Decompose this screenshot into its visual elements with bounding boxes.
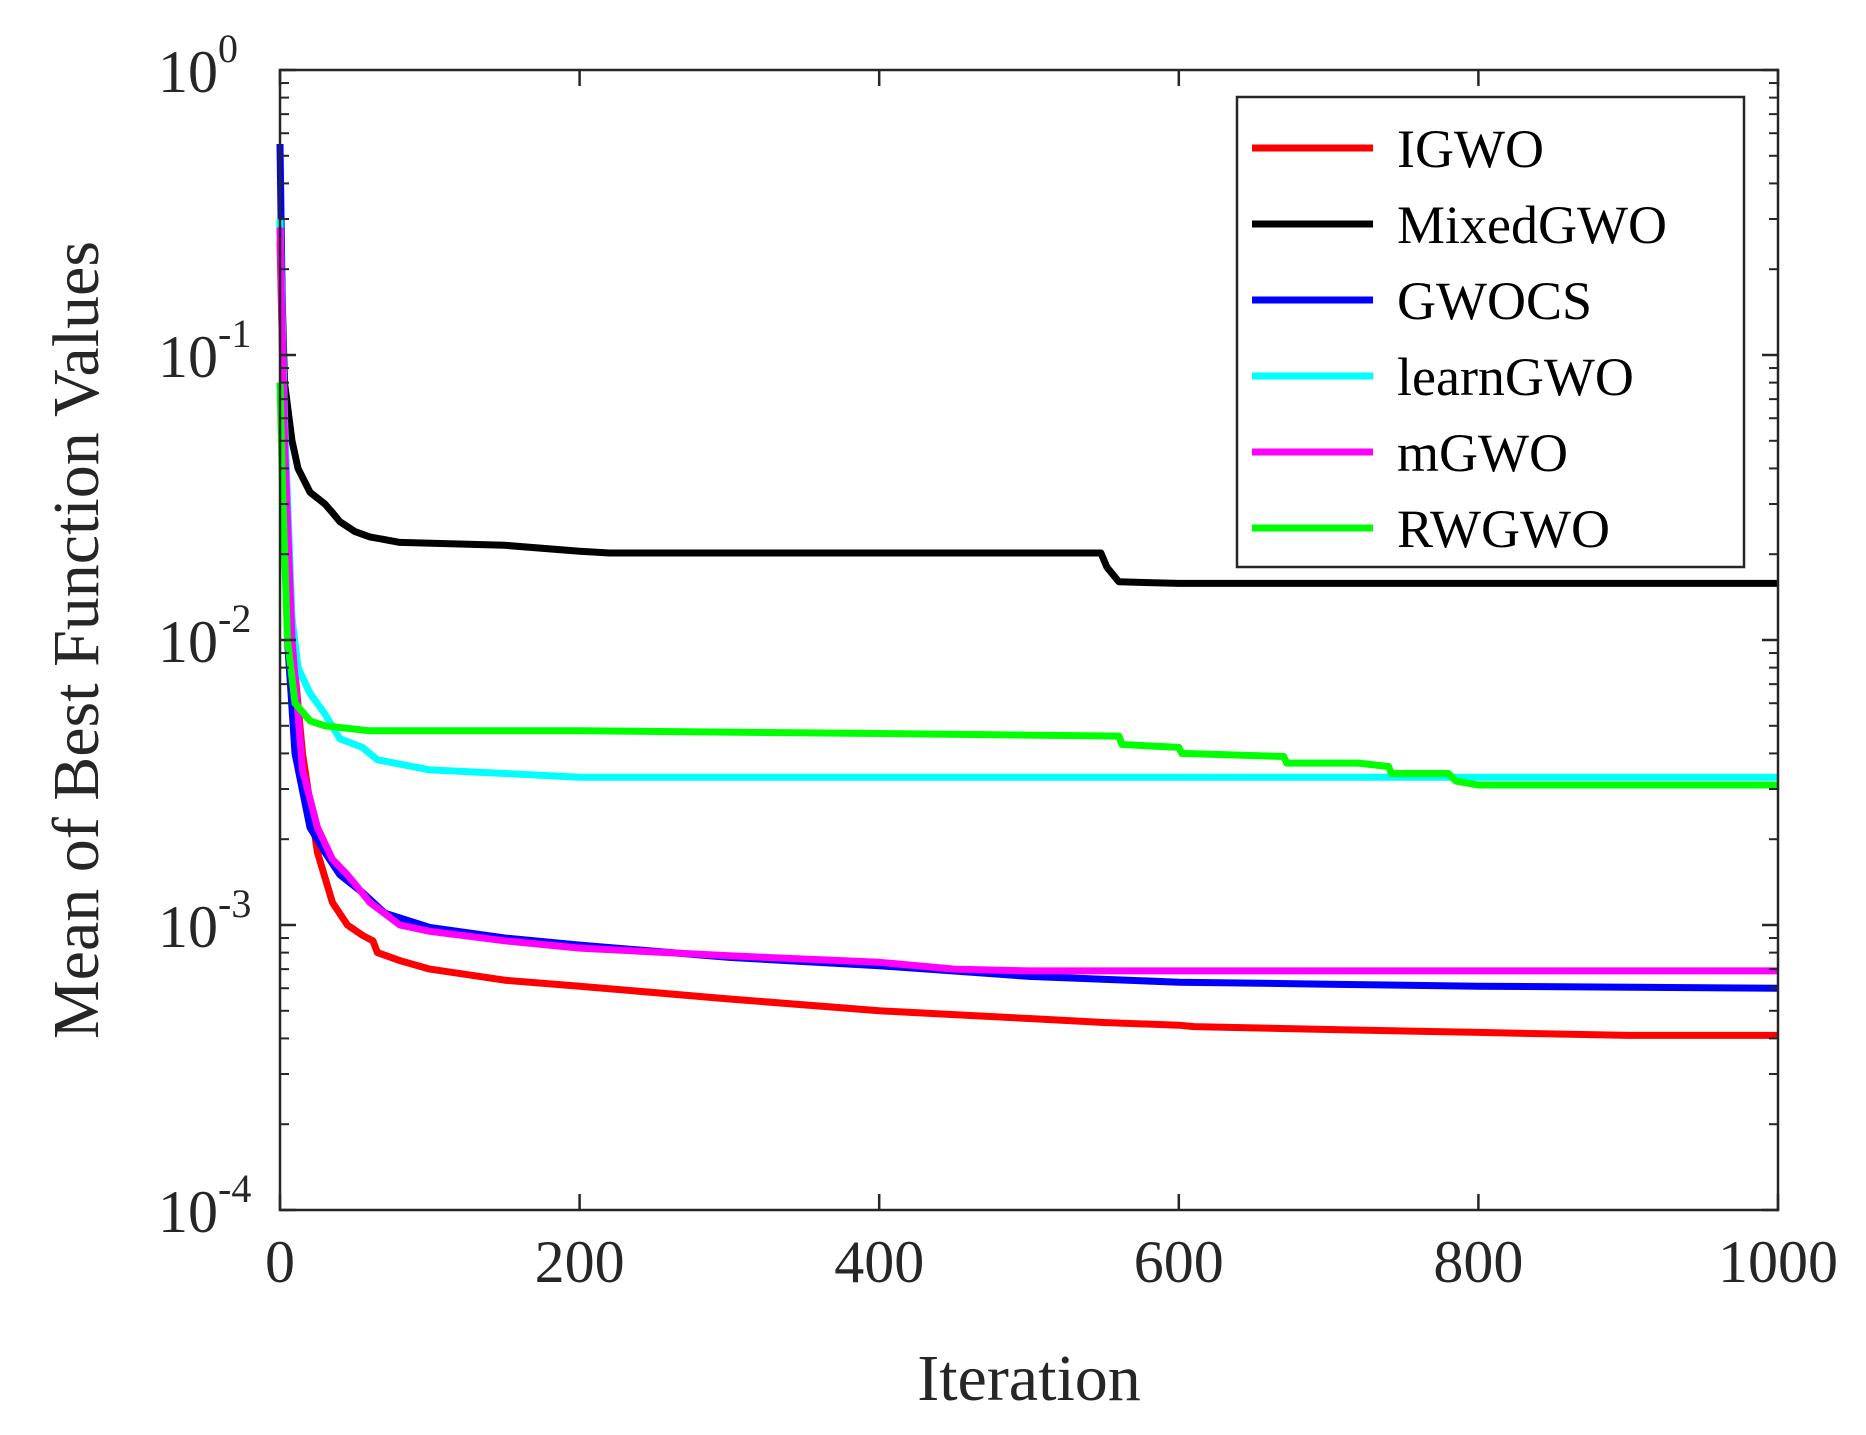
legend-label-rwgwo: RWGWO — [1397, 499, 1610, 559]
legend-label-gwocs: GWOCS — [1397, 271, 1592, 331]
x-tick-label: 200 — [535, 1229, 625, 1295]
y-tick-label-exponent: -1 — [218, 311, 251, 356]
y-tick-label: 10 — [158, 39, 218, 105]
series-layer — [276, 143, 1779, 1039]
y-tick-label-exponent: 0 — [218, 26, 238, 71]
legend: IGWO MixedGWO GWOCS learnGWO mGWO RWGWO — [1235, 95, 1746, 569]
ticks-layer — [278, 68, 1780, 1212]
series-line-mgwo — [276, 227, 1778, 975]
series-line-mixedgwo — [276, 218, 1778, 587]
y-tick-label: 10 — [158, 1179, 218, 1245]
y-tick-label-exponent: -2 — [218, 596, 251, 641]
x-tick-label: 800 — [1433, 1229, 1523, 1295]
y-tick-label-exponent: -3 — [218, 881, 251, 926]
y-tick-label-exponent: -4 — [218, 1166, 251, 1211]
y-axis-title: Mean of Best Function Values — [40, 241, 113, 1039]
legend-label-mgwo: mGWO — [1397, 423, 1568, 483]
y-tick-label: 10 — [158, 324, 218, 390]
x-tick-label: 400 — [834, 1229, 924, 1295]
y-tick-label: 10 — [158, 609, 218, 675]
x-tick-label: 600 — [1134, 1229, 1224, 1295]
x-axis-title: Iteration — [917, 1342, 1141, 1415]
x-tick-label: 1000 — [1718, 1229, 1838, 1295]
series-line-gwocs — [276, 143, 1779, 992]
y-tick-label: 10 — [158, 894, 218, 960]
legend-box — [1235, 95, 1746, 569]
series-line-rwgwo — [276, 382, 1778, 789]
x-tick-label: 0 — [265, 1229, 295, 1295]
legend-label-mixedgwo: MixedGWO — [1397, 195, 1667, 255]
legend-label-learngwo: learnGWO — [1397, 347, 1634, 407]
legend-label-igwo: IGWO — [1397, 119, 1544, 179]
